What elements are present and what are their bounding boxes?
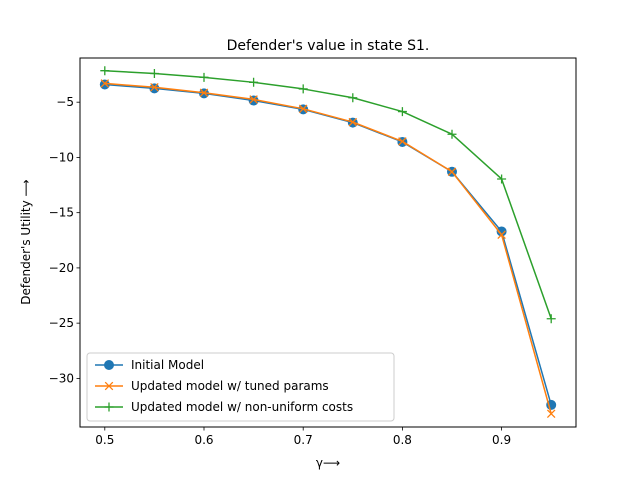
y-axis-label: Defender's Utility ⟶	[19, 179, 33, 304]
legend-box	[86, 352, 395, 422]
x-tick-label: 0.9	[492, 433, 511, 447]
data-point	[398, 137, 407, 146]
legend-entry: Initial Model	[95, 358, 204, 372]
series-3	[100, 66, 556, 324]
series-line	[104, 82, 552, 414]
data-point	[99, 79, 110, 90]
data-point	[150, 83, 159, 92]
plot-area	[99, 66, 557, 419]
y-tick-label: −30	[49, 371, 74, 385]
data-point	[298, 104, 308, 114]
data-point	[199, 88, 209, 98]
chart-title: Defender's value in state S1.	[227, 38, 430, 54]
y-tick-label: −10	[49, 150, 74, 164]
data-point	[100, 79, 110, 88]
data-point	[249, 95, 258, 104]
legend-label: Updated model w/ non-uniform costs	[131, 400, 353, 414]
data-point	[100, 66, 110, 76]
x-tick-label: 0.8	[393, 433, 412, 447]
data-point	[447, 129, 457, 139]
x-tick-label: 0.7	[294, 433, 313, 447]
axis-ticks: 0.5 0.6 0.7 0.8 0.9 −5 −10 −15 −20 −25 −30	[49, 95, 511, 447]
data-point	[397, 107, 407, 117]
data-point	[298, 84, 308, 94]
data-point	[447, 167, 457, 177]
y-tick-label: −5	[56, 95, 74, 109]
data-point	[546, 409, 556, 419]
y-tick-label: −15	[49, 206, 74, 220]
x-tick-label: 0.6	[194, 433, 213, 447]
data-point	[497, 230, 506, 240]
data-point	[546, 314, 556, 324]
y-tick-label: −20	[49, 261, 74, 275]
x-axis-label: γ⟶	[316, 456, 340, 470]
x-tick-label: 0.5	[95, 433, 114, 447]
y-tick-label: −25	[49, 316, 74, 330]
series-2	[100, 79, 556, 419]
series-line	[104, 69, 552, 319]
plot-frame	[79, 57, 577, 428]
legend-entry: Updated model w/ non-uniform costs	[95, 400, 353, 414]
data-point	[149, 68, 159, 78]
legend-marker	[104, 402, 114, 412]
legend-marker	[104, 381, 114, 391]
data-point	[348, 117, 358, 127]
legend-label: Updated model w/ tuned params	[131, 379, 329, 393]
data-point	[348, 93, 358, 103]
data-point	[497, 174, 507, 184]
legend-label: Initial Model	[131, 358, 204, 372]
legend-entry: Updated model w/ tuned params	[95, 379, 329, 393]
data-point	[249, 77, 259, 87]
legend: Initial Model Updated model w/ tuned para…	[86, 352, 395, 422]
legend-marker	[104, 360, 114, 370]
data-point	[199, 72, 209, 82]
